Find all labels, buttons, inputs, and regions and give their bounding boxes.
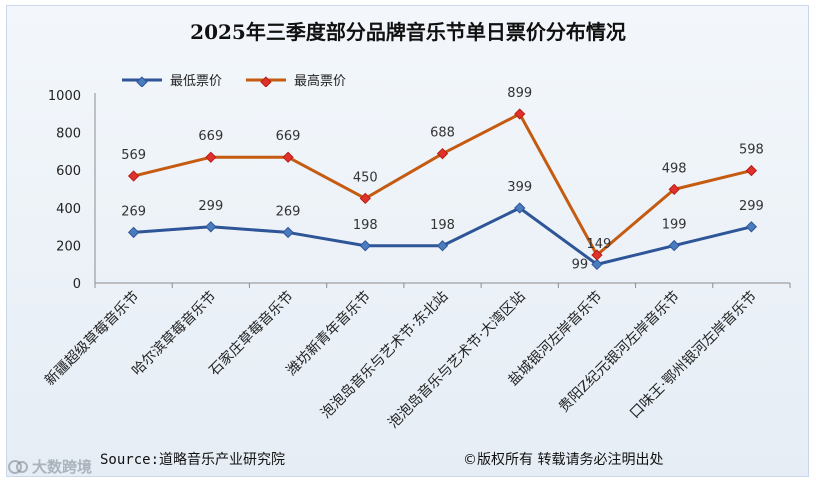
data-label-min: 198 bbox=[353, 218, 378, 233]
x-tick-label: 石家庄草莓音乐节 bbox=[206, 288, 297, 379]
data-label-min: 299 bbox=[739, 199, 764, 214]
data-point-max bbox=[359, 192, 371, 205]
x-tick-label: 泡泡岛音乐与艺术节·东北站 bbox=[317, 288, 451, 422]
data-label-min: 99 bbox=[572, 257, 589, 272]
x-tick-label: 泡泡岛音乐与艺术节·大湾区站 bbox=[385, 288, 529, 432]
legend: 最低票价 最高票价 bbox=[122, 70, 370, 89]
watermark-text: 大数跨境 bbox=[32, 458, 93, 476]
data-label-max: 669 bbox=[276, 129, 301, 144]
data-label-max: 598 bbox=[739, 143, 764, 158]
legend-item-max: 最高票价 bbox=[246, 70, 346, 89]
watermark-logo-icon bbox=[8, 459, 28, 474]
data-point-max bbox=[282, 151, 294, 163]
copyright-note: ©版权所有 转载请务必注明出处 bbox=[463, 452, 664, 468]
data-label-min: 269 bbox=[276, 204, 301, 219]
y-tick-label: 200 bbox=[56, 239, 81, 254]
y-tick-label: 0 bbox=[73, 277, 81, 292]
data-point-min bbox=[127, 226, 140, 239]
data-label-max: 688 bbox=[430, 126, 455, 141]
data-label-min: 269 bbox=[121, 204, 146, 219]
x-tick-label: 哈尔滨草莓音乐节 bbox=[128, 288, 219, 379]
data-point-max bbox=[436, 147, 449, 160]
x-tick-label: 贵阳Z纪元银河左岸音乐节 bbox=[555, 288, 683, 416]
data-point-max bbox=[127, 170, 140, 182]
source-note: Source:道略音乐产业研究院 bbox=[100, 452, 286, 468]
legend-swatch-max bbox=[246, 75, 287, 87]
data-label-min: 198 bbox=[430, 218, 455, 233]
data-label-max: 899 bbox=[507, 86, 532, 101]
x-tick-label: 潍坊新青年音乐节 bbox=[283, 288, 374, 379]
legend-label-max: 最高票价 bbox=[294, 74, 347, 89]
series-line-min bbox=[133, 206, 752, 266]
data-point-min bbox=[745, 221, 758, 233]
legend-label-min: 最低票价 bbox=[170, 74, 223, 89]
y-tick-label: 1000 bbox=[48, 89, 81, 104]
data-label-max: 669 bbox=[198, 129, 223, 144]
chart-title: 2025年三季度部分品牌音乐节单日票价分布情况 bbox=[190, 20, 626, 44]
data-point-min bbox=[205, 221, 217, 233]
legend-item-min: 最低票价 bbox=[122, 70, 222, 89]
x-tick-label: 新疆超级草莓音乐节 bbox=[41, 288, 142, 389]
data-label-max: 569 bbox=[121, 148, 146, 163]
data-point-max bbox=[591, 249, 603, 261]
data-point-min bbox=[359, 240, 371, 252]
data-label-min: 399 bbox=[507, 180, 532, 195]
data-point-min bbox=[668, 239, 680, 252]
data-point-max bbox=[514, 108, 526, 120]
data-point-min bbox=[436, 240, 449, 252]
watermark: 大数跨境 bbox=[8, 456, 92, 477]
x-tick-label: 口味王·鄂州银河左岸音乐节 bbox=[626, 288, 760, 422]
data-point-max bbox=[205, 151, 217, 163]
data-point-max bbox=[668, 183, 680, 196]
y-tick-label: 400 bbox=[56, 202, 81, 217]
y-tick-label: 800 bbox=[56, 127, 81, 142]
data-label-min: 199 bbox=[662, 218, 687, 233]
data-label-max: 450 bbox=[353, 170, 378, 185]
data-point-min bbox=[514, 202, 526, 214]
data-point-min bbox=[591, 258, 603, 271]
data-point-max bbox=[745, 164, 758, 177]
legend-swatch-min bbox=[122, 75, 162, 87]
data-label-max: 149 bbox=[587, 237, 612, 252]
data-point-min bbox=[282, 226, 294, 239]
data-label-max: 498 bbox=[662, 161, 687, 176]
y-tick-label: 600 bbox=[56, 164, 81, 179]
data-label-min: 299 bbox=[198, 199, 223, 214]
